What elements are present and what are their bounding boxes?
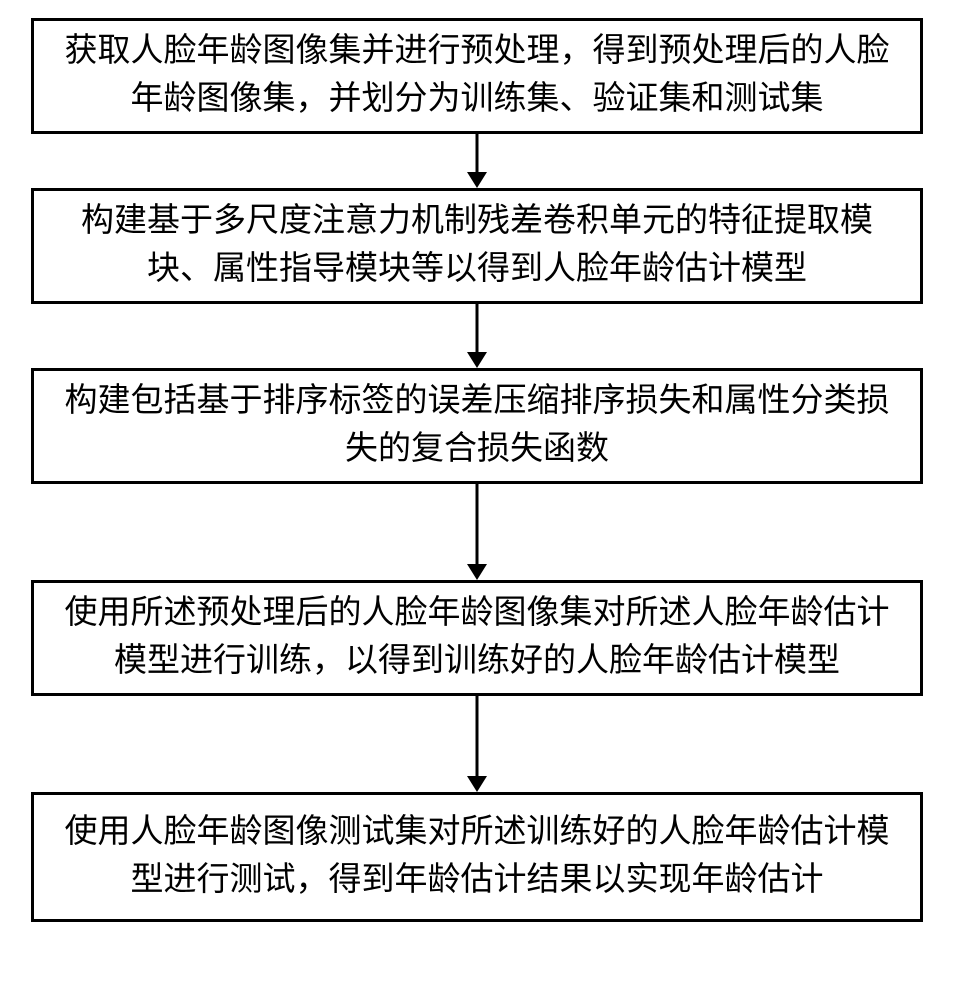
step-text: 构建包括基于排序标签的误差压缩排序损失和属性分类损失的复合损失函数	[62, 378, 892, 474]
arrow-1	[0, 134, 954, 188]
step-text: 使用所述预处理后的人脸年龄图像集对所述人脸年龄估计模型进行训练，以得到训练好的人…	[62, 590, 892, 686]
step-text: 构建基于多尺度注意力机制残差卷积单元的特征提取模块、属性指导模块等以得到人脸年龄…	[62, 198, 892, 294]
arrow-down-icon	[462, 696, 492, 792]
step-box-5: 使用人脸年龄图像测试集对所述训练好的人脸年龄估计模型进行测试，得到年龄估计结果以…	[31, 792, 923, 922]
step-box-2: 构建基于多尺度注意力机制残差卷积单元的特征提取模块、属性指导模块等以得到人脸年龄…	[31, 188, 923, 304]
step-text: 获取人脸年龄图像集并进行预处理，得到预处理后的人脸年龄图像集，并划分为训练集、验…	[62, 28, 892, 124]
flowchart-container: 获取人脸年龄图像集并进行预处理，得到预处理后的人脸年龄图像集，并划分为训练集、验…	[0, 0, 954, 1000]
step-box-4: 使用所述预处理后的人脸年龄图像集对所述人脸年龄估计模型进行训练，以得到训练好的人…	[31, 580, 923, 696]
arrow-down-icon	[462, 304, 492, 368]
arrow-down-icon	[462, 134, 492, 188]
arrow-down-icon	[462, 484, 492, 580]
arrow-4	[0, 696, 954, 792]
step-box-1: 获取人脸年龄图像集并进行预处理，得到预处理后的人脸年龄图像集，并划分为训练集、验…	[31, 18, 923, 134]
arrow-2	[0, 304, 954, 368]
step-box-3: 构建包括基于排序标签的误差压缩排序损失和属性分类损失的复合损失函数	[31, 368, 923, 484]
arrow-3	[0, 484, 954, 580]
step-text: 使用人脸年龄图像测试集对所述训练好的人脸年龄估计模型进行测试，得到年龄估计结果以…	[62, 809, 892, 905]
